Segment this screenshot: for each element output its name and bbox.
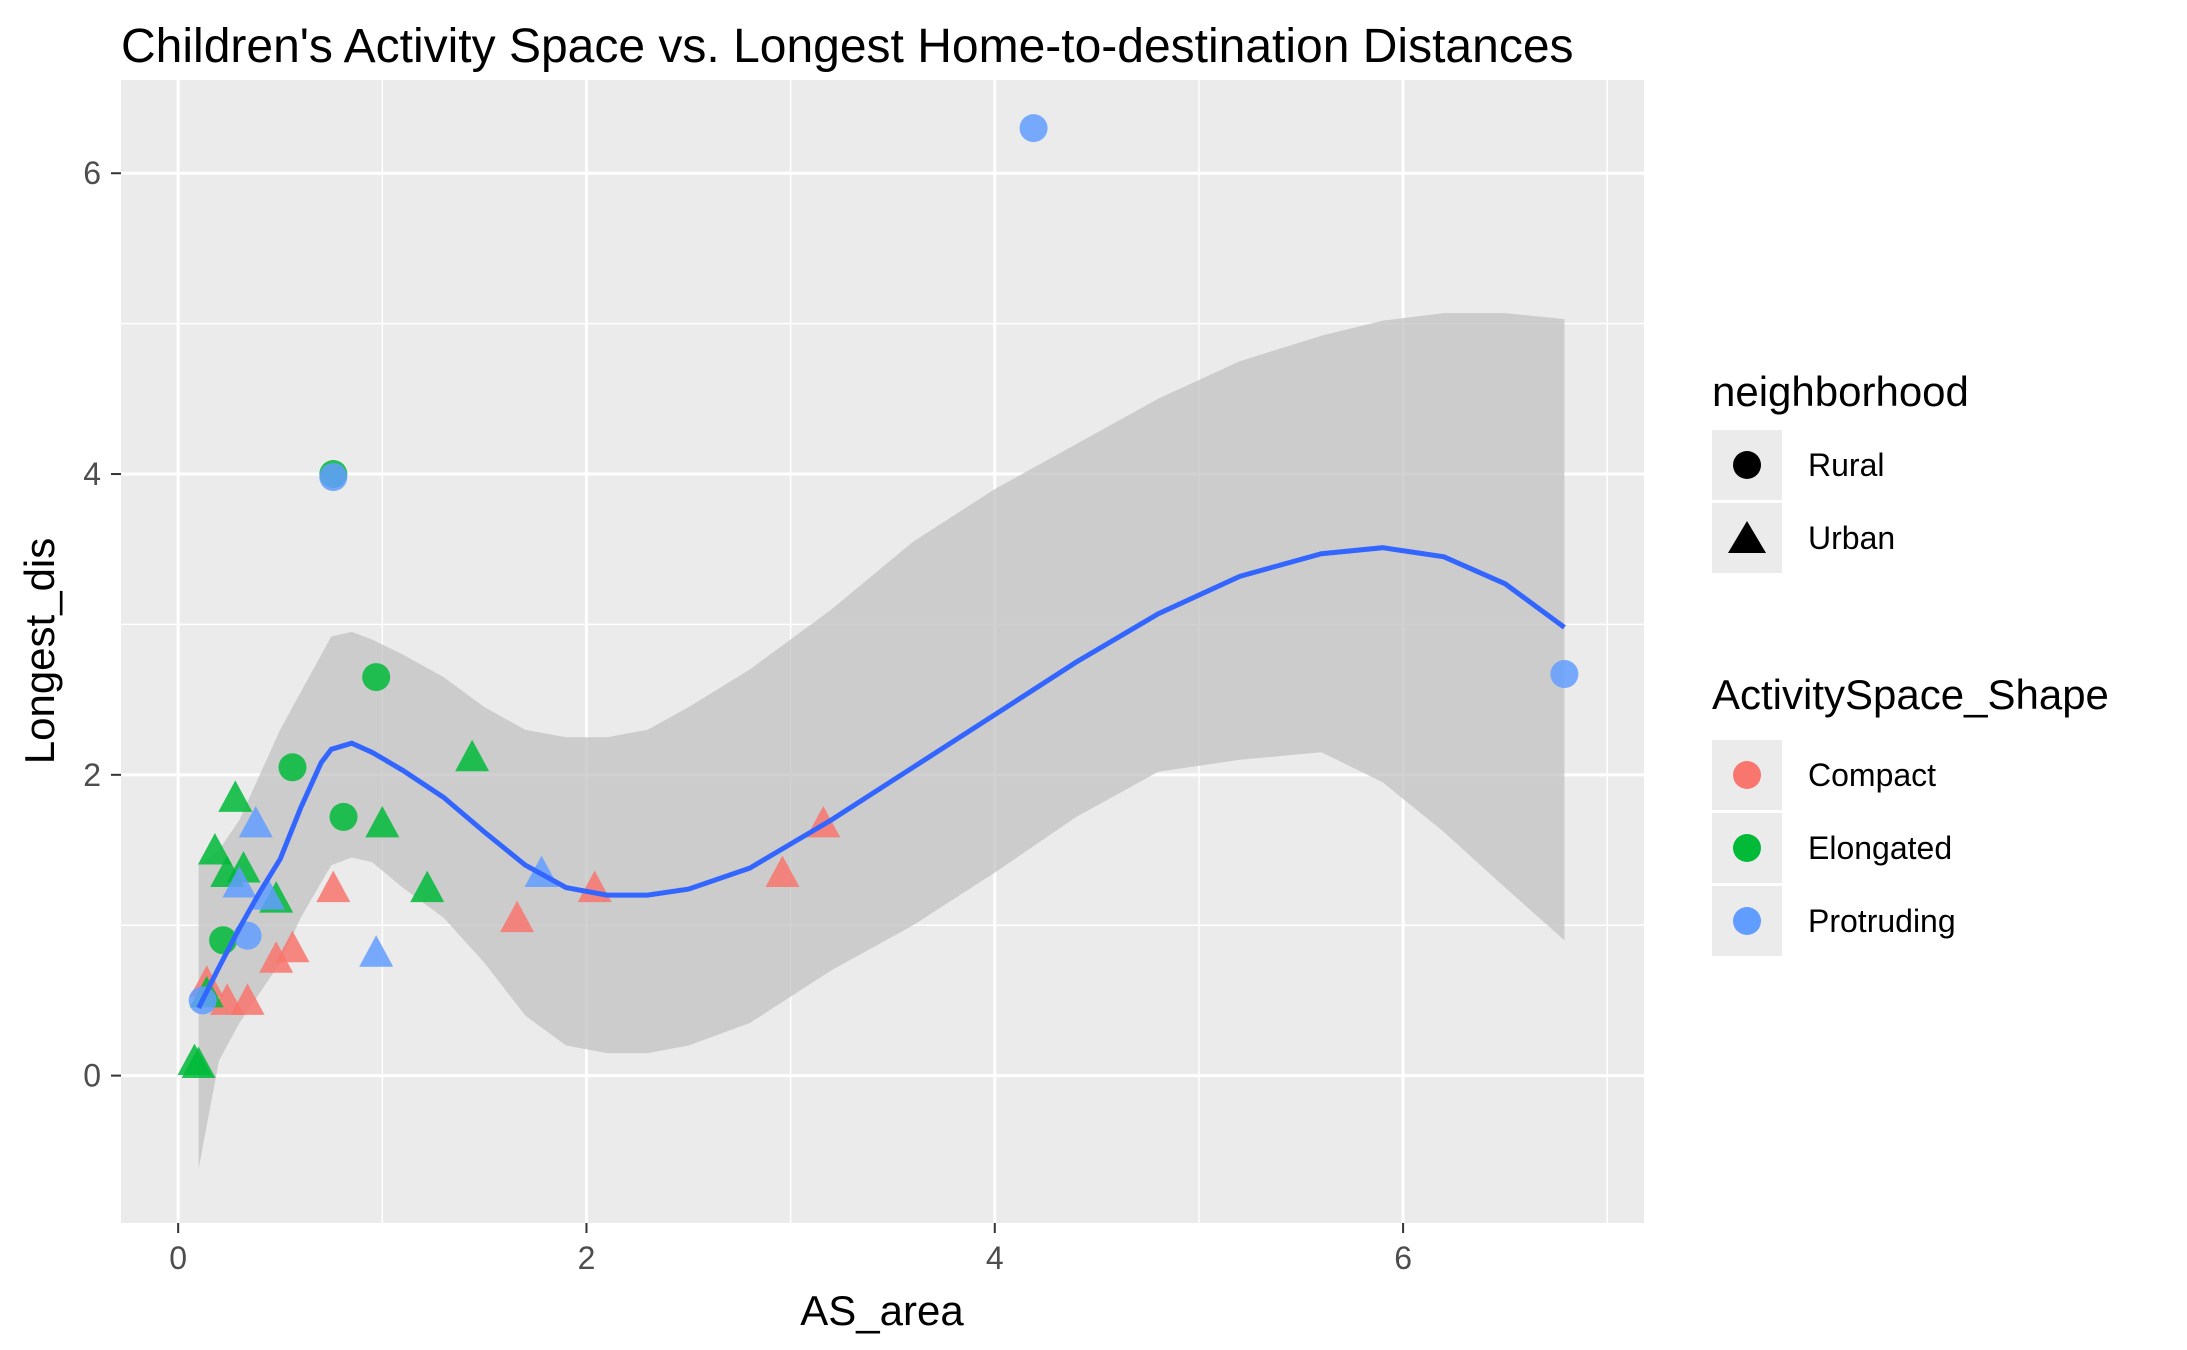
legend-label-protruding: Protruding [1808,903,1956,939]
elongated-urban-point [455,739,490,772]
legend-protruding-swatch [1733,907,1761,935]
compact-urban-point [500,900,535,933]
protruding-rural-point [319,463,348,492]
y-axis-title: Longest_dis [16,538,63,765]
smooth-line [196,545,1566,1010]
y-tick-label: 4 [83,456,101,492]
legend-elongated-swatch [1733,834,1761,862]
protruding-urban-point [238,805,273,838]
compact-urban-point [316,870,351,903]
legend-circle-icon [1733,451,1761,479]
compact-urban-point [765,855,800,888]
legend-label-compact: Compact [1808,757,1936,793]
elongated-rural-point [278,753,307,782]
x-axis: 0 2 4 6 [169,1223,1412,1276]
elongated-urban-point [410,870,445,903]
compact-urban-point [275,930,310,963]
elongated-urban-point [197,833,232,865]
legend-label-elongated: Elongated [1808,830,1952,866]
legend-label-rural: Rural [1808,447,1884,483]
y-tick-label: 2 [83,757,101,793]
legend-compact-swatch [1733,761,1761,789]
elongated-rural-point [362,663,391,692]
y-tick-label: 0 [83,1058,101,1094]
legend-neighborhood: neighborhood Rural Urban [1712,368,1969,573]
protruding-urban-point [250,878,285,910]
protruding-rural-point [1550,660,1579,689]
elongated-rural-point [329,802,358,831]
x-axis-title: AS_area [800,1287,964,1334]
protruding-rural-point [1019,114,1048,143]
legend-title-activityspace-shape: ActivitySpace_Shape [1712,671,2109,718]
legend-activityspace-shape: ActivitySpace_Shape Compact Elongated Pr… [1712,671,2109,956]
elongated-urban-point [181,1046,216,1079]
confidence-band [198,313,1565,1169]
compact-urban-point [259,941,294,973]
legend-title-neighborhood: neighborhood [1712,368,1969,415]
chart-title: Children's Activity Space vs. Longest Ho… [121,20,1574,73]
elongated-urban-point [218,780,253,812]
elongated-urban-point [365,805,400,838]
protruding-urban-point [359,935,394,967]
compact-urban-point [230,983,265,1015]
y-tick-label: 6 [83,155,101,191]
legend-label-urban: Urban [1808,520,1895,556]
protruding-urban-point [222,866,257,898]
x-tick-label: 0 [169,1240,187,1276]
y-axis: 0 2 4 6 [83,155,121,1094]
legend-triangle-icon [1728,521,1766,553]
x-tick-label: 2 [578,1240,596,1276]
x-tick-label: 6 [1394,1240,1412,1276]
x-tick-label: 4 [986,1240,1004,1276]
